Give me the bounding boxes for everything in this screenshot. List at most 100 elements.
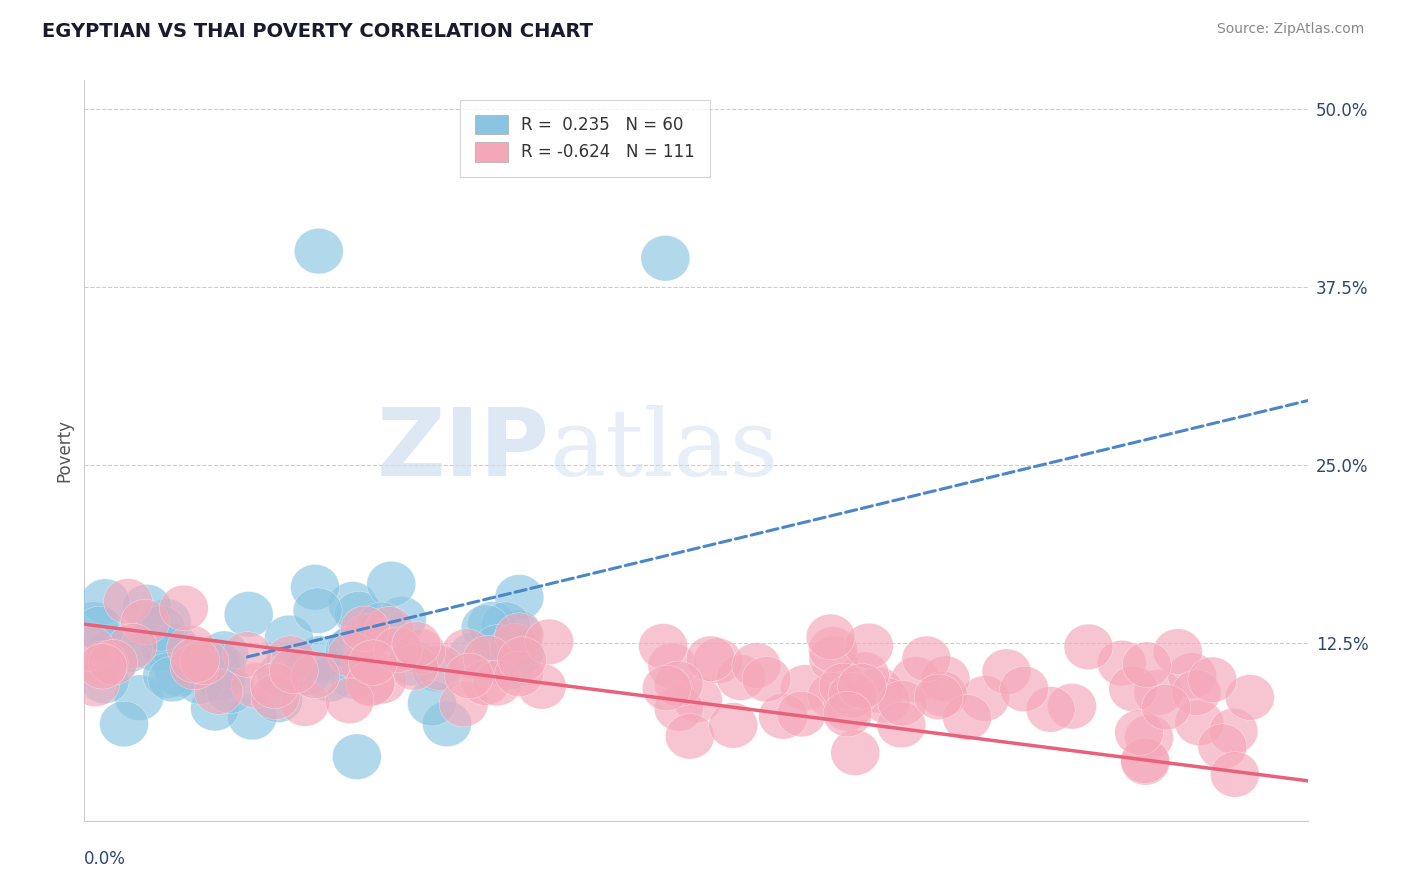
Ellipse shape xyxy=(155,651,204,697)
Ellipse shape xyxy=(1000,666,1049,712)
Ellipse shape xyxy=(524,619,574,665)
Text: EGYPTIAN VS THAI POVERTY CORRELATION CHART: EGYPTIAN VS THAI POVERTY CORRELATION CHA… xyxy=(42,22,593,41)
Ellipse shape xyxy=(1153,629,1202,674)
Ellipse shape xyxy=(388,640,437,686)
Ellipse shape xyxy=(100,701,149,747)
Ellipse shape xyxy=(472,660,522,706)
Ellipse shape xyxy=(778,691,825,737)
Ellipse shape xyxy=(1188,657,1237,703)
Ellipse shape xyxy=(197,655,245,701)
Ellipse shape xyxy=(148,657,197,702)
Text: ZIP: ZIP xyxy=(377,404,550,497)
Y-axis label: Poverty: Poverty xyxy=(55,419,73,482)
Ellipse shape xyxy=(643,665,692,711)
Ellipse shape xyxy=(474,624,522,670)
Text: 0.0%: 0.0% xyxy=(84,850,127,868)
Ellipse shape xyxy=(1047,683,1097,729)
Ellipse shape xyxy=(329,654,378,699)
Ellipse shape xyxy=(253,677,302,723)
Ellipse shape xyxy=(200,631,249,676)
Ellipse shape xyxy=(439,681,488,727)
Ellipse shape xyxy=(149,624,198,669)
Ellipse shape xyxy=(257,652,307,698)
Ellipse shape xyxy=(759,694,807,739)
Ellipse shape xyxy=(340,642,389,688)
Ellipse shape xyxy=(250,663,299,708)
Ellipse shape xyxy=(918,671,967,717)
Ellipse shape xyxy=(252,674,299,720)
Ellipse shape xyxy=(66,625,115,672)
Ellipse shape xyxy=(1109,666,1157,712)
Ellipse shape xyxy=(891,657,941,702)
Ellipse shape xyxy=(228,694,277,739)
Ellipse shape xyxy=(231,663,280,708)
Ellipse shape xyxy=(349,640,398,685)
Ellipse shape xyxy=(408,681,457,726)
Ellipse shape xyxy=(167,625,215,671)
Ellipse shape xyxy=(76,607,124,652)
Ellipse shape xyxy=(828,673,877,718)
Ellipse shape xyxy=(335,591,384,637)
Ellipse shape xyxy=(468,601,516,647)
Ellipse shape xyxy=(807,673,856,718)
Ellipse shape xyxy=(412,646,461,691)
Ellipse shape xyxy=(416,645,464,690)
Ellipse shape xyxy=(717,655,765,700)
Ellipse shape xyxy=(673,677,723,723)
Ellipse shape xyxy=(808,636,858,681)
Ellipse shape xyxy=(1209,708,1258,754)
Ellipse shape xyxy=(86,630,135,675)
Ellipse shape xyxy=(422,701,471,747)
Ellipse shape xyxy=(841,652,889,698)
Ellipse shape xyxy=(222,632,271,677)
Ellipse shape xyxy=(346,660,395,706)
Ellipse shape xyxy=(1198,723,1247,770)
Ellipse shape xyxy=(831,730,880,775)
Ellipse shape xyxy=(485,626,534,672)
Ellipse shape xyxy=(325,678,374,723)
Ellipse shape xyxy=(291,653,340,698)
Ellipse shape xyxy=(357,602,406,648)
Ellipse shape xyxy=(1142,684,1191,730)
Ellipse shape xyxy=(461,660,510,706)
Ellipse shape xyxy=(823,691,872,737)
Ellipse shape xyxy=(780,665,830,710)
Text: atlas: atlas xyxy=(550,406,779,495)
Ellipse shape xyxy=(280,681,329,726)
Ellipse shape xyxy=(903,636,950,681)
Ellipse shape xyxy=(389,645,439,690)
Ellipse shape xyxy=(855,667,904,713)
Ellipse shape xyxy=(143,653,191,698)
Ellipse shape xyxy=(1125,714,1174,760)
Ellipse shape xyxy=(648,643,697,689)
Ellipse shape xyxy=(328,632,377,678)
Ellipse shape xyxy=(366,607,413,652)
Ellipse shape xyxy=(332,734,381,780)
Ellipse shape xyxy=(665,714,714,759)
Ellipse shape xyxy=(326,627,374,673)
Ellipse shape xyxy=(495,574,544,620)
Ellipse shape xyxy=(1175,700,1223,746)
Ellipse shape xyxy=(808,627,858,673)
Ellipse shape xyxy=(495,630,544,675)
Ellipse shape xyxy=(495,613,544,658)
Ellipse shape xyxy=(357,658,406,704)
Ellipse shape xyxy=(820,663,868,709)
Ellipse shape xyxy=(1173,670,1220,715)
Ellipse shape xyxy=(877,702,925,747)
Ellipse shape xyxy=(122,584,172,630)
Ellipse shape xyxy=(340,606,389,651)
Ellipse shape xyxy=(374,627,422,673)
Ellipse shape xyxy=(392,622,441,667)
Ellipse shape xyxy=(89,640,138,685)
Ellipse shape xyxy=(1122,642,1171,688)
Ellipse shape xyxy=(654,661,703,706)
Ellipse shape xyxy=(328,625,377,671)
Ellipse shape xyxy=(266,636,315,681)
Ellipse shape xyxy=(463,635,512,681)
Ellipse shape xyxy=(1211,752,1260,797)
Ellipse shape xyxy=(80,658,129,704)
Ellipse shape xyxy=(142,625,190,671)
Ellipse shape xyxy=(1167,653,1216,698)
Ellipse shape xyxy=(80,579,129,624)
